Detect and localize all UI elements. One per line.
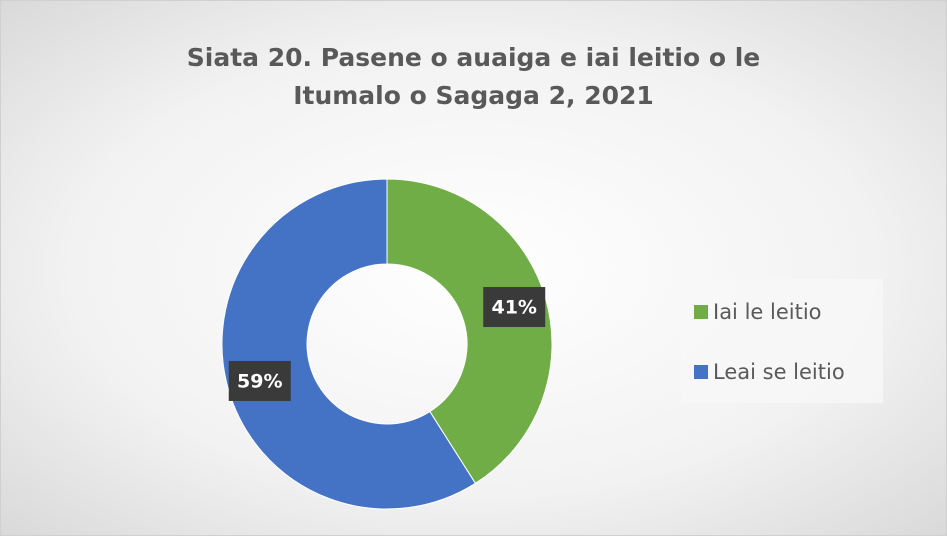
data-label-box bbox=[483, 287, 546, 328]
legend-box bbox=[681, 279, 883, 403]
legend-label: Leai se leitio bbox=[713, 360, 845, 384]
chart-title: Siata 20. Pasene o auaiga e iai leitio o… bbox=[186, 43, 761, 110]
legend: Iai le leitio Leai se leitio bbox=[681, 279, 883, 403]
donut-slice bbox=[386, 178, 553, 485]
data-label-box bbox=[228, 360, 291, 401]
data-label: 59% bbox=[237, 370, 282, 392]
data-label: 41% bbox=[491, 297, 536, 319]
legend-swatch bbox=[694, 365, 708, 379]
donut-slice bbox=[221, 178, 477, 510]
legend-label: Iai le leitio bbox=[713, 300, 822, 324]
legend-swatch bbox=[694, 305, 708, 319]
